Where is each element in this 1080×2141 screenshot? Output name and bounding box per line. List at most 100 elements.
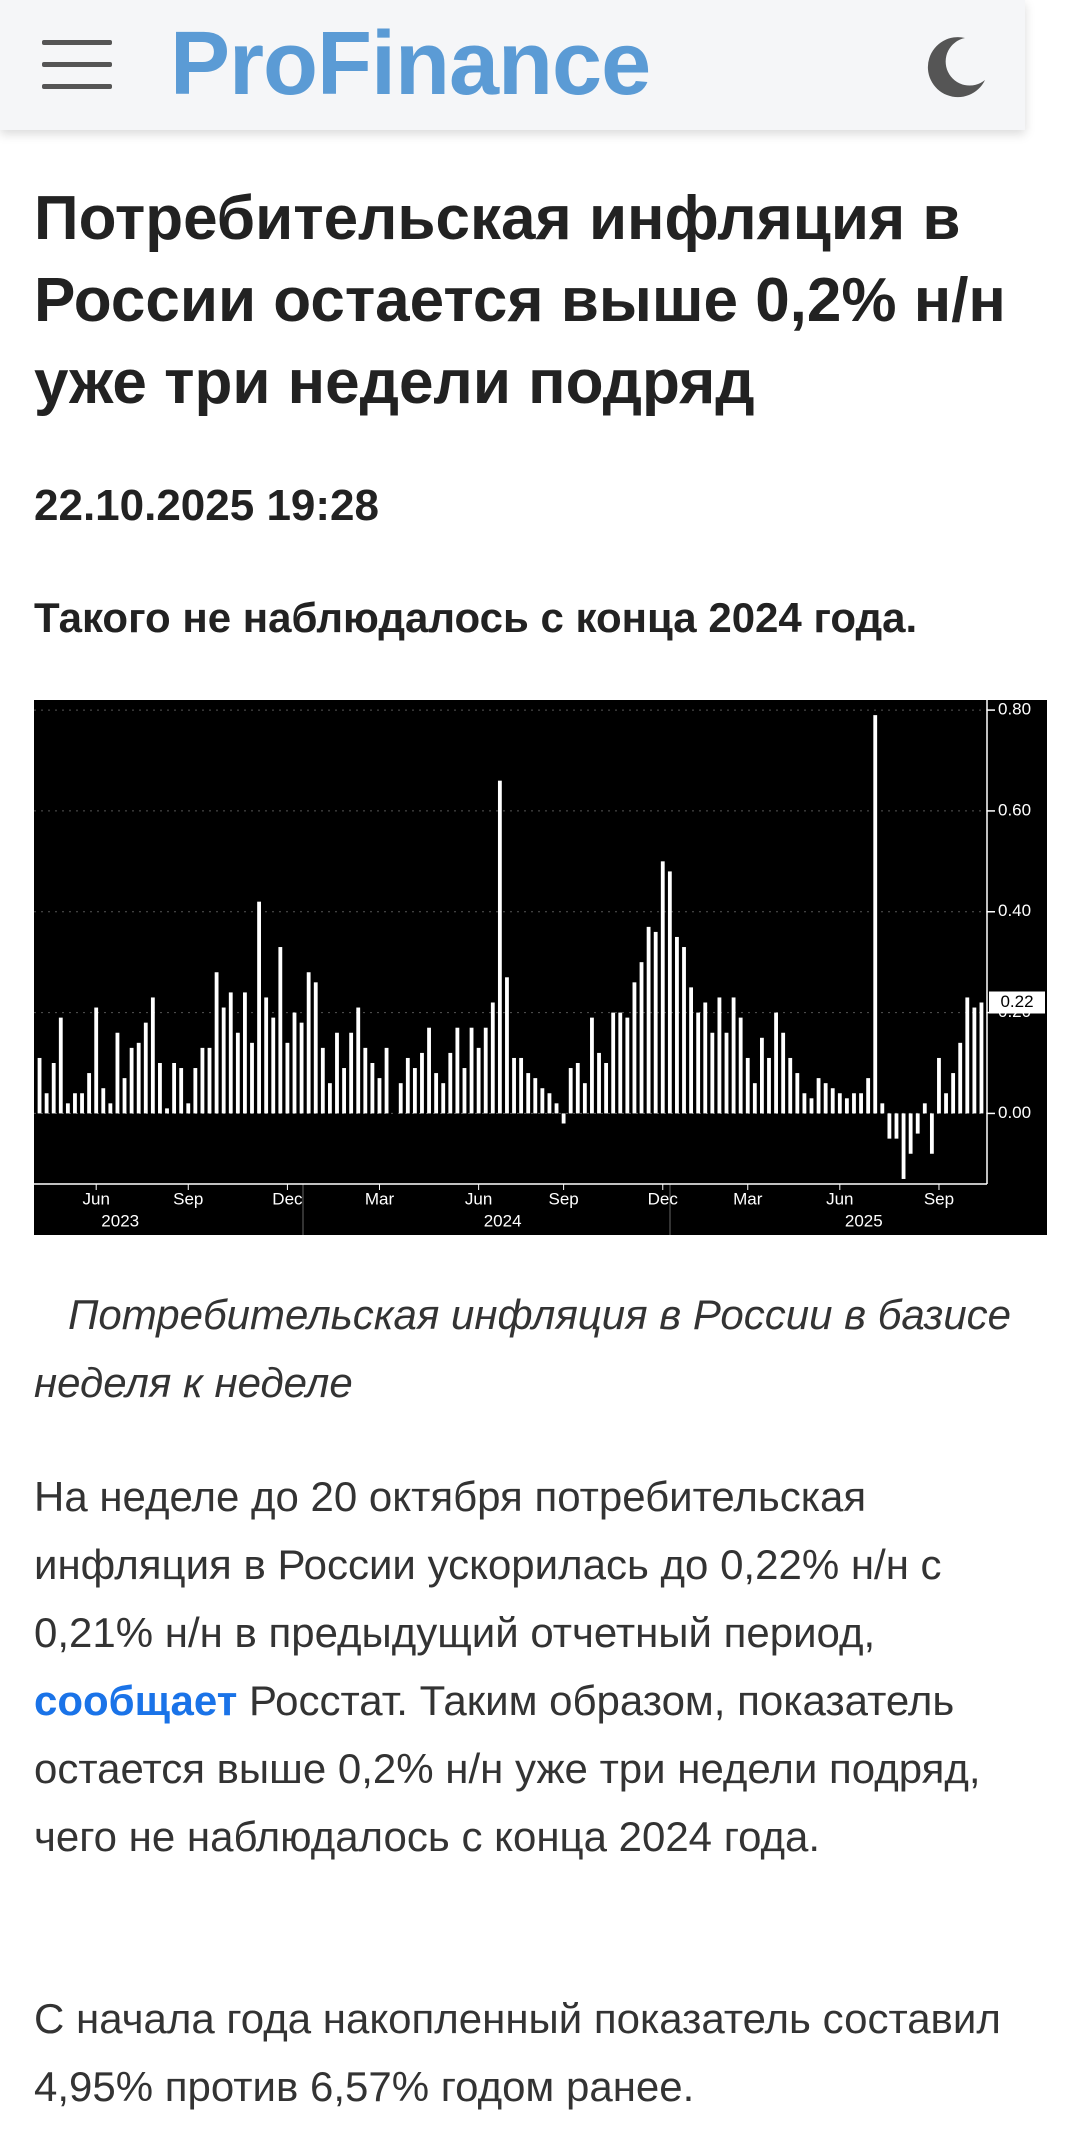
bar — [944, 1093, 948, 1114]
bar — [682, 947, 686, 1114]
bar — [710, 1032, 715, 1114]
menu-button[interactable] — [42, 40, 112, 90]
article-lead: Такого не наблюдалось с конца 2024 года. — [34, 594, 918, 641]
bar — [901, 1113, 906, 1179]
logo[interactable]: ProFinance — [170, 14, 651, 114]
bar — [830, 1088, 835, 1114]
bar — [908, 1113, 913, 1154]
bar — [717, 997, 722, 1114]
y-tick-label: 0.00 — [998, 1103, 1031, 1122]
year-label: 2023 — [101, 1211, 139, 1230]
bar — [859, 1093, 863, 1114]
bar — [193, 1068, 198, 1114]
bar — [285, 1042, 290, 1114]
bar — [554, 1103, 559, 1114]
text: Росстат. Таким образом, показатель остае… — [34, 1677, 981, 1860]
x-tick-label: Mar — [365, 1189, 395, 1208]
bar — [731, 997, 736, 1114]
last-value-label: 0.22 — [1000, 992, 1033, 1011]
bar — [639, 962, 644, 1114]
bar — [667, 871, 672, 1114]
year-label: 2025 — [845, 1211, 883, 1230]
x-tick-label: Jun — [465, 1189, 492, 1208]
bar — [243, 992, 247, 1114]
bar — [434, 1073, 439, 1114]
bar — [951, 1073, 956, 1114]
bar — [929, 1113, 934, 1154]
bar — [136, 1042, 141, 1114]
bar — [547, 1093, 552, 1114]
bar — [73, 1093, 77, 1114]
bar — [37, 1057, 42, 1114]
bar — [809, 1098, 814, 1114]
bar — [823, 1083, 828, 1114]
bar — [420, 1052, 424, 1114]
bar — [781, 1032, 786, 1114]
bar — [427, 1027, 431, 1114]
bar — [299, 1022, 304, 1114]
bar — [221, 1007, 226, 1114]
bar — [462, 1068, 467, 1114]
bar — [214, 972, 219, 1114]
bar — [250, 1042, 254, 1114]
bar — [384, 1047, 389, 1114]
theme-toggle[interactable] — [925, 34, 989, 98]
bar — [752, 1083, 757, 1114]
bar — [80, 1093, 84, 1114]
bar — [327, 1083, 332, 1114]
bar — [122, 1078, 127, 1114]
bar — [788, 1057, 793, 1114]
bar — [625, 1017, 630, 1114]
x-tick-label: Sep — [173, 1189, 203, 1208]
bar — [455, 1027, 460, 1114]
bar — [313, 982, 318, 1114]
bar — [582, 1083, 587, 1114]
bar — [689, 987, 694, 1114]
bar — [108, 1103, 113, 1114]
bar — [675, 936, 679, 1114]
bar — [150, 997, 155, 1114]
bar — [632, 982, 637, 1114]
bar — [816, 1078, 821, 1114]
bar — [745, 1057, 750, 1114]
bar — [186, 1103, 191, 1114]
bar — [448, 1052, 453, 1114]
bar — [490, 1002, 495, 1114]
bar — [497, 780, 502, 1114]
bar — [44, 1093, 49, 1114]
x-tick-label: Sep — [548, 1189, 578, 1208]
header: ProFinance — [0, 0, 1025, 130]
bar — [724, 1032, 729, 1114]
bar — [377, 1078, 382, 1114]
x-tick-label: Jun — [82, 1189, 109, 1208]
bar — [738, 1017, 743, 1114]
source-link[interactable]: сообщает — [34, 1677, 238, 1724]
bar — [292, 1012, 297, 1114]
bar — [880, 1103, 885, 1114]
bar — [505, 977, 509, 1114]
bar — [618, 1012, 623, 1114]
bar — [165, 1108, 169, 1114]
bar — [51, 1063, 56, 1114]
bar — [802, 1093, 807, 1114]
bar — [646, 926, 651, 1114]
bar — [476, 1047, 481, 1114]
bar — [540, 1088, 545, 1114]
bar — [915, 1113, 920, 1134]
moon-icon — [927, 37, 985, 98]
bar — [696, 1012, 701, 1114]
text: На неделе до 20 октября потребительская … — [34, 1473, 942, 1656]
bar — [844, 1098, 849, 1114]
bar — [979, 1002, 984, 1114]
bar — [774, 1012, 778, 1114]
bar — [767, 1057, 771, 1114]
bar — [342, 1068, 346, 1114]
bar — [590, 1017, 594, 1114]
bar — [837, 1093, 842, 1114]
bar — [87, 1073, 92, 1114]
bar — [760, 1037, 764, 1114]
y-tick-label: 0.40 — [998, 901, 1031, 920]
bar — [958, 1042, 963, 1114]
bar — [356, 1007, 361, 1114]
